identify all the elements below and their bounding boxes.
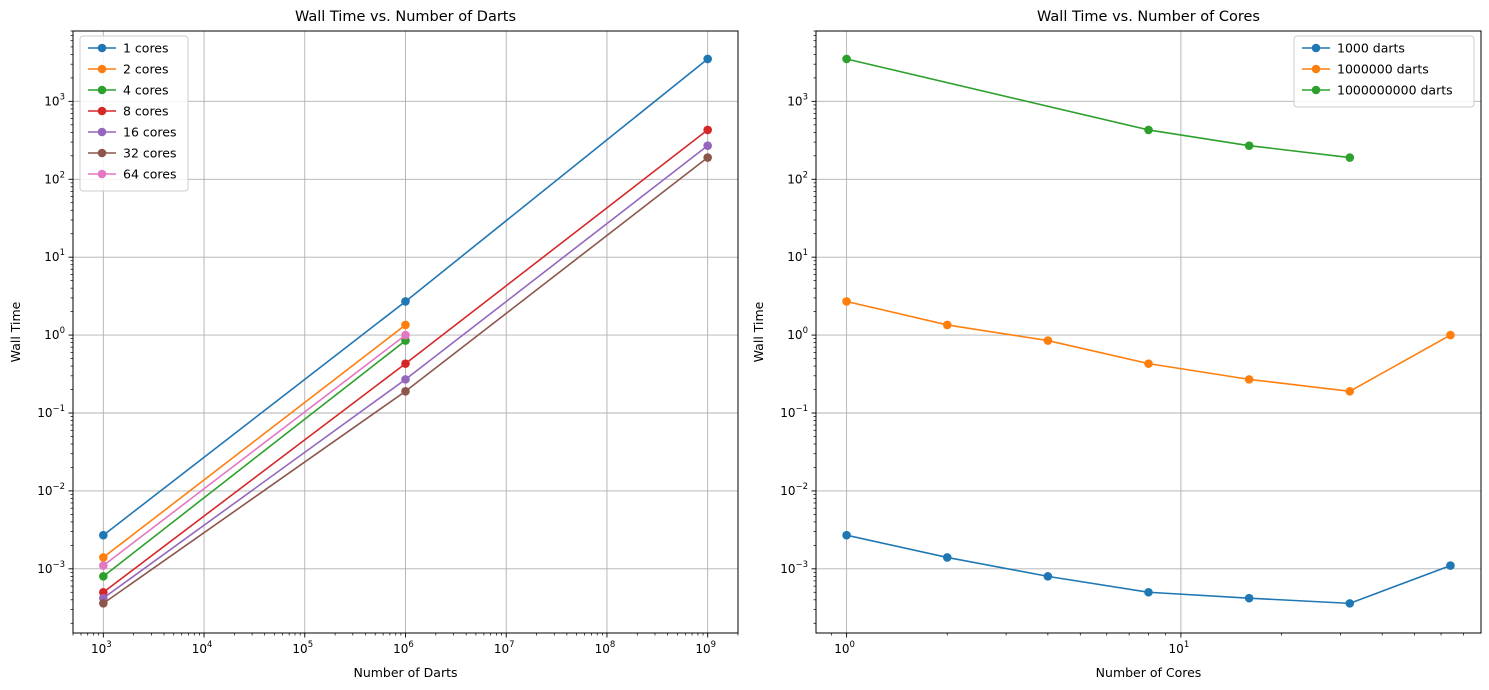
- chart-panel-1: 103 104 105 106 107 108 109 10−3 10−2 10−1 100 101 1…: [8, 9, 739, 680]
- x-tick-label: 100: [834, 640, 855, 656]
- data-point: [842, 297, 851, 306]
- data-point: [401, 320, 410, 330]
- data-point: [1345, 153, 1355, 162]
- legend-entry-label: 64 cores: [123, 167, 176, 182]
- x-axis-label: Number of Darts: [353, 665, 457, 680]
- y-tick-label: 103: [787, 92, 808, 108]
- data-point: [1043, 336, 1053, 345]
- data-point: [1144, 125, 1153, 135]
- y-tick-label: 103: [44, 92, 65, 108]
- legend-swatch-marker: [97, 169, 107, 179]
- y-axis-label: Wall Time: [8, 301, 23, 362]
- legend-entry-label: 1000000000 darts: [1337, 83, 1453, 98]
- data-point: [99, 530, 108, 540]
- data-point: [703, 54, 712, 64]
- legend-swatch-marker: [97, 85, 107, 95]
- y-tick-label: 102: [44, 170, 65, 186]
- legend-entry-label: 16 cores: [123, 125, 176, 140]
- series-line-1000000-darts: [846, 300, 1451, 393]
- legend-swatch-marker: [97, 43, 107, 53]
- data-point: [1244, 141, 1254, 150]
- data-point: [99, 553, 108, 562]
- legend-swatch-marker: [1311, 43, 1321, 53]
- x-tick-label: 104: [192, 640, 213, 656]
- plot-frame: [815, 30, 1482, 634]
- x-tick-label: 101: [1169, 640, 1190, 656]
- y-axis-label: Wall Time: [751, 301, 766, 362]
- y-tick-label: 10−3: [37, 560, 65, 576]
- data-point: [99, 561, 108, 570]
- y-tick-label: 10−2: [37, 482, 65, 498]
- data-point: [99, 587, 108, 597]
- data-point: [401, 330, 410, 340]
- chart-title: Wall Time vs. Number of Cores: [1037, 9, 1260, 25]
- x-tick-label: 106: [393, 640, 414, 656]
- data-point: [1446, 561, 1455, 570]
- data-point: [1043, 572, 1053, 581]
- x-axis-label: Number of Cores: [1096, 665, 1202, 680]
- legend-swatch-marker: [97, 127, 107, 137]
- data-point: [1144, 587, 1153, 597]
- y-tick-label: 101: [787, 248, 808, 264]
- legend-swatch-marker: [97, 148, 107, 158]
- data-point: [1345, 599, 1355, 608]
- legend-swatch-marker: [1311, 85, 1321, 95]
- data-point: [99, 599, 108, 608]
- data-point: [1244, 375, 1254, 384]
- y-tick-label: 101: [44, 248, 65, 264]
- legend: 1000 darts 1000000 darts 1000000000 darts: [1293, 35, 1475, 108]
- data-point: [703, 125, 712, 135]
- chart-title: Wall Time vs. Number of Darts: [295, 9, 516, 25]
- y-tick-label: 10−3: [780, 560, 808, 576]
- y-tick-label: 102: [787, 170, 808, 186]
- y-tick-label: 10−1: [37, 404, 65, 420]
- chart-panel-2: 100 101 10−3 10−2 10−1 100 101 102 103 Wall Time …: [751, 9, 1482, 680]
- legend-entry-label: 1 cores: [123, 41, 169, 56]
- x-tick-label: 107: [494, 640, 515, 656]
- data-point: [842, 530, 851, 540]
- data-point: [401, 359, 410, 368]
- data-point: [401, 386, 410, 396]
- data-point: [703, 141, 712, 150]
- data-point: [401, 297, 410, 306]
- data-point: [1244, 593, 1254, 603]
- data-point: [99, 572, 108, 581]
- series-line-4-cores: [102, 339, 406, 577]
- data-point: [1345, 386, 1355, 396]
- legend-swatch-marker: [97, 64, 107, 74]
- legend-entry-label: 1000 darts: [1337, 41, 1405, 56]
- data-point: [401, 375, 410, 384]
- x-tick-label: 105: [292, 640, 313, 656]
- legend-entry-label: 1000000 darts: [1337, 62, 1429, 77]
- y-tick-label: 100: [44, 326, 65, 342]
- data-point: [942, 320, 952, 330]
- series-line-2-cores: [102, 324, 406, 559]
- x-tick-label: 108: [595, 640, 616, 656]
- x-tick-label: 109: [695, 640, 716, 656]
- legend-box: [1293, 35, 1475, 108]
- y-tick-label: 10−1: [780, 404, 808, 420]
- legend: 1 cores 2 cores 4 cores 8 cores 16 cores 32 c…: [79, 35, 189, 192]
- legend-entry-label: 2 cores: [123, 62, 169, 77]
- legend-entry-label: 8 cores: [123, 104, 169, 119]
- legend-entry-label: 4 cores: [123, 83, 169, 98]
- data-point: [703, 153, 712, 162]
- data-point: [942, 553, 952, 562]
- legend-swatch-marker: [97, 106, 107, 116]
- series-line-1000000000-darts: [846, 58, 1350, 159]
- x-tick-label: 103: [91, 640, 112, 656]
- legend-swatch-marker: [1311, 64, 1321, 74]
- data-point: [1144, 359, 1153, 368]
- y-tick-label: 10−2: [780, 482, 808, 498]
- legend-entry-label: 32 cores: [123, 146, 176, 161]
- series-line-64-cores: [102, 334, 406, 567]
- data-point: [842, 54, 851, 64]
- y-tick-label: 100: [787, 326, 808, 342]
- data-point: [1446, 330, 1455, 340]
